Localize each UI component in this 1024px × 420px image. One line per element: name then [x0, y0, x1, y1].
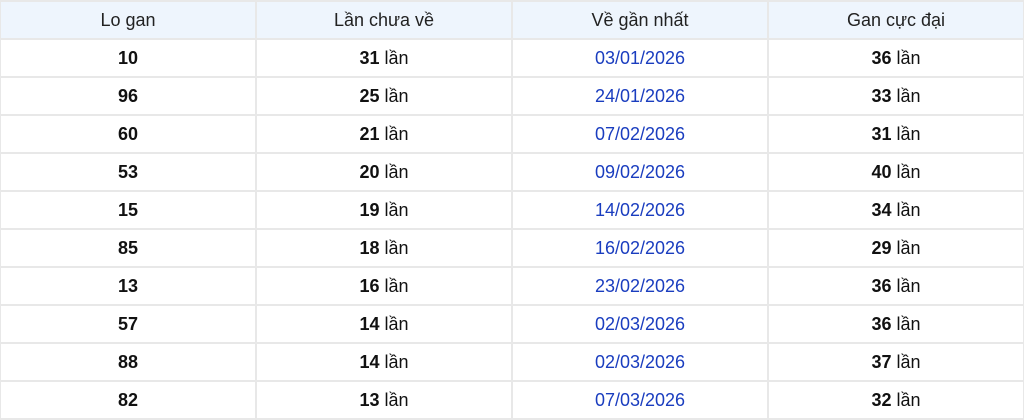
gan-cuc-dai-cell: 32 lần — [767, 380, 1024, 420]
gan-cuc-dai-cell: 37 lần — [767, 342, 1024, 382]
table-row: 96 25 lần 24/01/2026 33 lần — [0, 76, 1024, 116]
lan-chua-ve-cell: 18 lần — [255, 228, 513, 268]
lan-chua-ve-cell: 19 lần — [255, 190, 513, 230]
lan-chua-ve-cell: 21 lần — [255, 114, 513, 154]
header-row: Lo gan Lần chưa về Về gần nhất Gan cực đ… — [0, 0, 1024, 40]
ve-gan-nhat-date[interactable]: 03/01/2026 — [511, 38, 769, 78]
lo-number: 85 — [0, 228, 257, 268]
lan-chua-ve-cell: 14 lần — [255, 304, 513, 344]
ve-gan-nhat-date[interactable]: 02/03/2026 — [511, 342, 769, 382]
gan-cuc-dai-cell: 33 lần — [767, 76, 1024, 116]
lo-number: 13 — [0, 266, 257, 306]
lo-number: 53 — [0, 152, 257, 192]
lo-number: 96 — [0, 76, 257, 116]
table-row: 10 31 lần 03/01/2026 36 lần — [0, 38, 1024, 78]
ve-gan-nhat-date[interactable]: 23/02/2026 — [511, 266, 769, 306]
gan-cuc-dai-cell: 31 lần — [767, 114, 1024, 154]
table-row: 15 19 lần 14/02/2026 34 lần — [0, 190, 1024, 230]
gan-cuc-dai-cell: 36 lần — [767, 266, 1024, 306]
table-row: 53 20 lần 09/02/2026 40 lần — [0, 152, 1024, 192]
table-row: 85 18 lần 16/02/2026 29 lần — [0, 228, 1024, 268]
lan-chua-ve-cell: 13 lần — [255, 380, 513, 420]
gan-cuc-dai-cell: 36 lần — [767, 304, 1024, 344]
ve-gan-nhat-date[interactable]: 02/03/2026 — [511, 304, 769, 344]
gan-cuc-dai-cell: 36 lần — [767, 38, 1024, 78]
lan-chua-ve-cell: 20 lần — [255, 152, 513, 192]
header-gan-cuc-dai: Gan cực đại — [767, 0, 1024, 40]
table-row: 57 14 lần 02/03/2026 36 lần — [0, 304, 1024, 344]
lan-chua-ve-cell: 14 lần — [255, 342, 513, 382]
ve-gan-nhat-date[interactable]: 24/01/2026 — [511, 76, 769, 116]
gan-cuc-dai-cell: 34 lần — [767, 190, 1024, 230]
lo-number: 88 — [0, 342, 257, 382]
lan-chua-ve-cell: 31 lần — [255, 38, 513, 78]
lo-number: 15 — [0, 190, 257, 230]
table-row: 82 13 lần 07/03/2026 32 lần — [0, 380, 1024, 420]
header-lo-gan: Lo gan — [0, 0, 257, 40]
table-row: 60 21 lần 07/02/2026 31 lần — [0, 114, 1024, 154]
ve-gan-nhat-date[interactable]: 14/02/2026 — [511, 190, 769, 230]
lan-chua-ve-cell: 16 lần — [255, 266, 513, 306]
gan-cuc-dai-cell: 29 lần — [767, 228, 1024, 268]
ve-gan-nhat-date[interactable]: 09/02/2026 — [511, 152, 769, 192]
lo-number: 82 — [0, 380, 257, 420]
ve-gan-nhat-date[interactable]: 07/02/2026 — [511, 114, 769, 154]
table-row: 88 14 lần 02/03/2026 37 lần — [0, 342, 1024, 382]
table-row: 13 16 lần 23/02/2026 36 lần — [0, 266, 1024, 306]
lo-number: 57 — [0, 304, 257, 344]
gan-cuc-dai-cell: 40 lần — [767, 152, 1024, 192]
header-ve-gan-nhat: Về gần nhất — [511, 0, 769, 40]
lo-number: 10 — [0, 38, 257, 78]
header-lan-chua-ve: Lần chưa về — [255, 0, 513, 40]
ve-gan-nhat-date[interactable]: 07/03/2026 — [511, 380, 769, 420]
ve-gan-nhat-date[interactable]: 16/02/2026 — [511, 228, 769, 268]
lo-number: 60 — [0, 114, 257, 154]
lan-chua-ve-cell: 25 lần — [255, 76, 513, 116]
